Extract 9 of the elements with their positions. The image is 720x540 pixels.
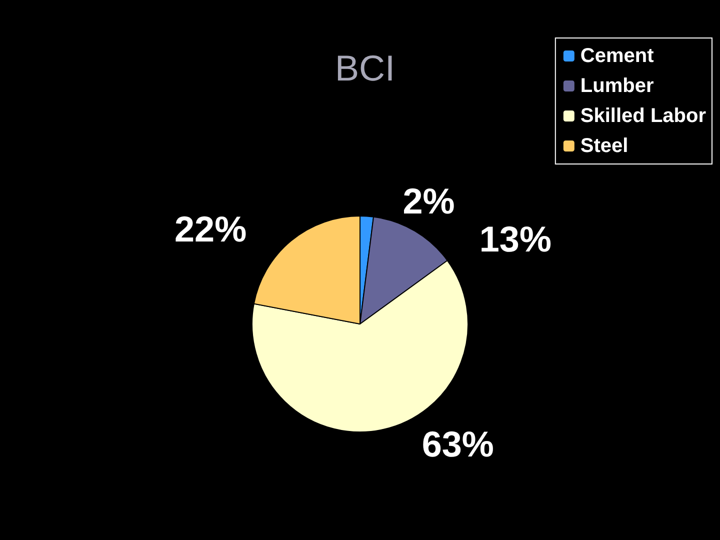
legend-label: Cement bbox=[580, 45, 654, 67]
legend-label: Lumber bbox=[580, 75, 654, 97]
data-label: 63% bbox=[422, 424, 494, 465]
legend-label: Steel bbox=[580, 135, 628, 157]
data-label: 2% bbox=[402, 180, 455, 222]
data-label: 13% bbox=[479, 218, 552, 260]
chart-title: BCI bbox=[334, 48, 396, 88]
legend-label: Skilled Labor bbox=[580, 105, 706, 127]
data-label: 22% bbox=[174, 208, 247, 250]
